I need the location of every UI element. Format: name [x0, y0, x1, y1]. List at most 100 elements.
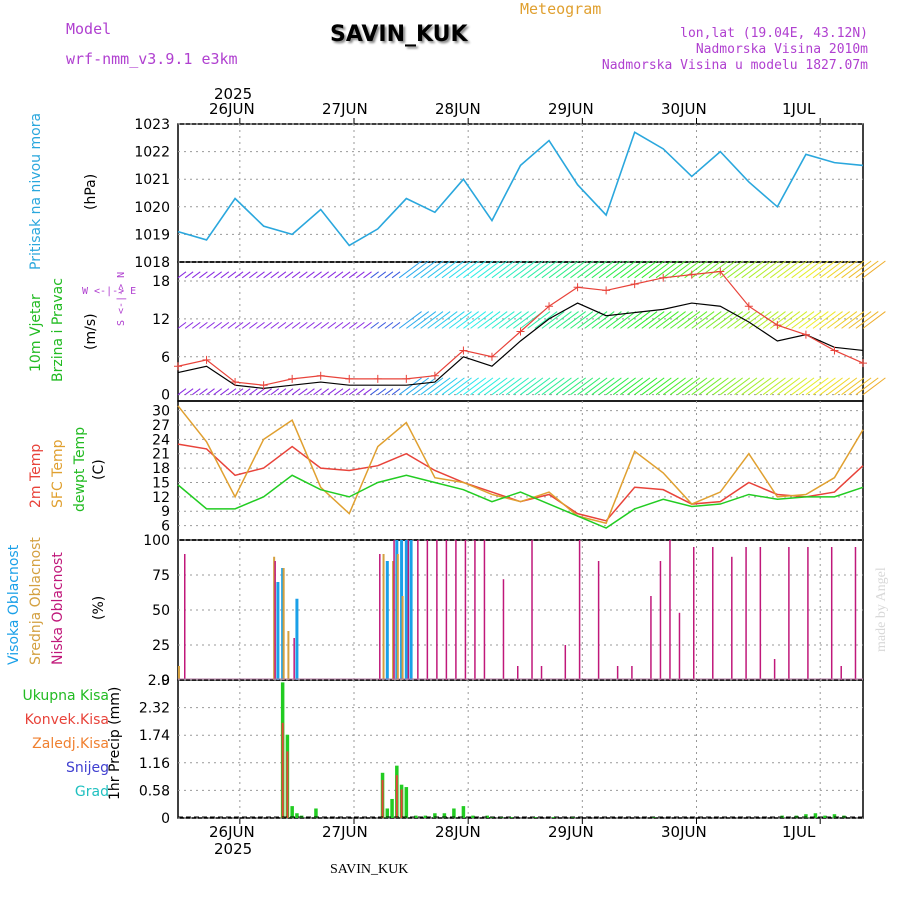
sfc-temp-label: SFC Temp: [50, 439, 66, 508]
wind-barb-2-90: [391, 271, 401, 279]
wind-barb-0-186: [620, 377, 644, 396]
wind-barb-1-189: [627, 311, 651, 329]
wind-barb-1-150: [534, 311, 558, 329]
top-year: 2025: [214, 85, 253, 103]
wind-barb-0-6: [191, 388, 201, 396]
wind-barb-2-57: [313, 271, 322, 279]
gust-marker-21: [773, 321, 782, 330]
precip-bar-total-5: [314, 808, 318, 818]
wind-barb-0-216: [691, 377, 715, 396]
wind-barb-1-69: [341, 321, 351, 329]
wind-barb-1-12: [206, 321, 215, 329]
lonlat: lon,lat (19.04E, 43.12N): [680, 26, 868, 41]
wind-barb-1-204: [662, 311, 686, 329]
precip-bar-total-12: [414, 815, 418, 818]
wind-barb-0-0: [177, 388, 187, 396]
meteogram-title: Meteogram: [520, 0, 602, 18]
wind-barb-2-27: [241, 271, 251, 279]
wind-barb-2-159: [555, 260, 579, 279]
precip-bar-total-22: [509, 817, 513, 818]
gust-marker-5: [316, 371, 325, 380]
wind-barb-2-18: [220, 271, 230, 279]
wind-barb-0-114: [448, 377, 472, 396]
wind-barb-1-174: [591, 311, 615, 329]
wind-barb-1-282: [848, 311, 872, 329]
wind-barb-1-6: [191, 321, 201, 329]
precip-bar-total-23: [533, 817, 537, 818]
wind-barb-1-270: [819, 311, 843, 329]
pressure-ytick-2: 1020: [134, 200, 170, 216]
wind-barb-0-93: [398, 377, 422, 396]
wind-barb-0-240: [748, 377, 772, 396]
wind-barb-2-282: [848, 260, 872, 279]
precip-bar-total-11: [404, 787, 409, 818]
wind-barb-0-147: [527, 377, 551, 396]
wind-barb-1-90: [391, 321, 401, 329]
wind-barb-2-24: [234, 271, 244, 279]
wind-barb-1-45: [284, 321, 294, 329]
legend-freezing: Zaledj.Kisa: [32, 736, 109, 752]
wind-barb-2-108: [434, 260, 458, 279]
wind-barb-2-132: [491, 260, 515, 279]
wind-barb-0-57: [313, 388, 322, 396]
gust-marker-7: [373, 374, 382, 383]
precip-bar-total-13: [423, 815, 428, 818]
pressure-title: Pritisak na nivou mora: [28, 112, 44, 270]
wind-barb-0-12: [206, 388, 215, 396]
wind-barb-2-87: [384, 271, 394, 279]
wind-barb-0-138: [505, 377, 529, 396]
wind-barb-1-111: [441, 311, 465, 329]
wind-barb-1-258: [791, 311, 815, 329]
wind-barb-0-42: [277, 388, 287, 396]
wind-barb-1-231: [727, 311, 751, 329]
wind-barb-0-21: [227, 388, 237, 396]
wind-barb-0-90: [391, 388, 401, 396]
top-date-5: 1JUL: [782, 100, 816, 118]
wind-barb-2-72: [348, 271, 358, 279]
wind-barb-0-75: [356, 388, 365, 396]
elevation-model: Nadmorska Visina u modelu 1827.07m: [601, 58, 868, 73]
dewpt-line: [177, 474, 864, 529]
gust-marker-9: [430, 371, 439, 380]
wind-barb-0-54: [306, 388, 315, 396]
wind-speed-line: [177, 302, 864, 389]
wind-barb-2-96: [406, 260, 430, 279]
wind-barb-1-105: [427, 311, 451, 329]
gust-marker-3: [259, 381, 268, 390]
wind-barb-1-192: [634, 311, 658, 329]
precip-unit: 1hr Precip (mm): [107, 686, 123, 800]
wind-barb-2-273: [827, 260, 851, 279]
wind-barb-0-219: [698, 377, 722, 396]
cloud-high-label: Visoka Oblacnost: [6, 544, 22, 665]
wind-barb-1-27: [241, 321, 251, 329]
wind-barb-0-141: [513, 377, 537, 396]
wind-barb-1-147: [527, 311, 551, 329]
wind-barb-2-285: [855, 260, 879, 279]
wind-barb-2-99: [413, 260, 437, 279]
wind-ytick-1: 6: [161, 350, 170, 366]
gust-marker-13: [545, 302, 554, 311]
wind-barb-1-210: [677, 311, 701, 329]
temp-ytick-6: 24: [152, 432, 170, 448]
wind-barb-1-141: [513, 311, 537, 329]
wind-barb-0-213: [684, 377, 708, 396]
wind-barb-2-189: [627, 260, 651, 279]
wind-barb-2-129: [484, 260, 508, 279]
wind-barb-2-204: [662, 260, 686, 279]
wind-barb-2-93: [398, 260, 422, 279]
gust-marker-12: [516, 327, 525, 336]
wind-barb-2-168: [577, 260, 601, 279]
gust-marker-19: [716, 267, 725, 276]
cloud-mid-label: Srednja Oblacnost: [28, 537, 44, 665]
wind-barb-1-99: [413, 311, 437, 329]
wind-barb-1-93: [398, 311, 422, 329]
top-date-2: 28JUN: [435, 100, 481, 118]
wind-barb-2-3: [184, 271, 194, 279]
wind-barb-2-207: [670, 260, 694, 279]
wind-barb-0-96: [406, 377, 430, 396]
wind-barb-0-156: [548, 377, 572, 396]
wind-barb-1-96: [406, 311, 430, 329]
wind-barb-1-156: [548, 311, 572, 329]
wind-barb-2-123: [470, 260, 494, 279]
wind-barb-0-18: [220, 388, 230, 396]
